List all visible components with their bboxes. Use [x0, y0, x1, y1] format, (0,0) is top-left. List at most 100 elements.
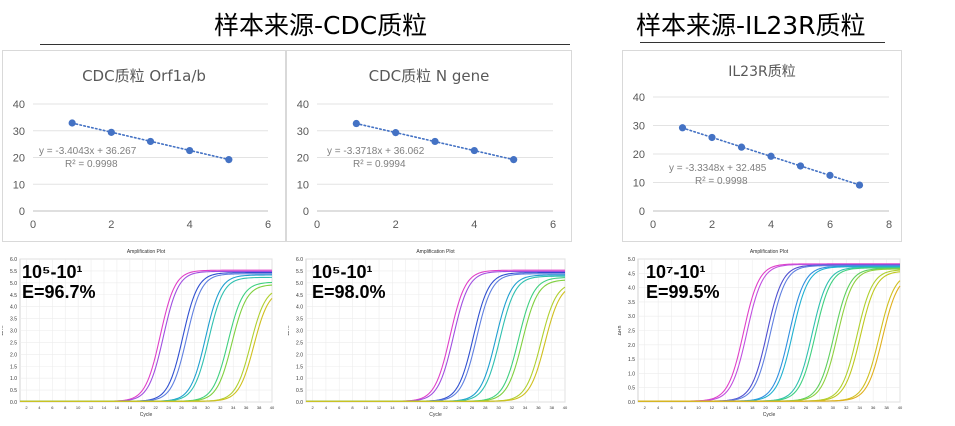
y-tick-label: 3.5: [10, 317, 17, 323]
amp-plot-title: Amplification Plot: [127, 249, 166, 255]
x-tick-label: 14: [723, 405, 728, 410]
trendline-equation: y = -3.3348x + 32.485: [669, 163, 767, 174]
y-tick-label: 4.0: [10, 305, 17, 311]
amp-efficiency-label: E=98.0%: [312, 282, 386, 302]
x-tick-label: 32: [844, 405, 849, 410]
y-tick-label: 2.0: [10, 352, 17, 358]
data-point: [352, 119, 360, 128]
x-tick-label: 18: [750, 405, 755, 410]
x-tick-label: 2: [709, 219, 715, 231]
y-tick-label: 1.5: [628, 357, 635, 363]
x-tick-label: 34: [857, 405, 862, 410]
x-tick-label: 22: [443, 405, 448, 410]
x-tick-label: 26: [470, 405, 475, 410]
x-tick-label: 18: [417, 405, 422, 410]
trendline-r2: R² = 0.9998: [695, 176, 748, 187]
y-tick-label: 30: [297, 126, 309, 138]
y-tick-label: 5.5: [10, 269, 17, 275]
x-tick-label: 40: [563, 405, 568, 410]
x-tick-label: 4: [325, 405, 328, 410]
y-tick-label: 3.0: [628, 314, 635, 320]
amp-plot-ngene: Amplification Plot 0.0 0.5 1.0 1.5 2.0 2.5 3.0 3…: [288, 249, 568, 418]
x-tick-label: 6: [51, 405, 54, 410]
data-point: [431, 137, 439, 146]
x-tick-label: 24: [790, 405, 795, 410]
x-tick-label: 12: [89, 405, 94, 410]
x-tick-label: 2: [108, 219, 114, 231]
group-rule-il23r: [640, 42, 885, 43]
x-axis-label: Cycle: [429, 412, 442, 418]
y-tick-label: 0.5: [10, 388, 17, 394]
std-curve-panel-il23r: IL23R质粒 0 10 20 30 40 0 2 4 6 8 y = -3.3348x + 32.…: [622, 50, 902, 242]
x-tick-label: 30: [496, 405, 501, 410]
x-tick-label: 4: [471, 219, 477, 231]
y-tick-label: 4.5: [628, 271, 635, 277]
amp-range-label: 10⁵-10¹: [312, 262, 373, 282]
y-tick-label: 0: [19, 206, 25, 218]
y-tick-label: 4.0: [296, 305, 303, 311]
x-tick-label: 16: [403, 405, 408, 410]
x-tick-label: 16: [737, 405, 742, 410]
y-tick-label: 3.0: [296, 329, 303, 335]
x-tick-label: 20: [763, 405, 768, 410]
y-tick-label: 0: [639, 206, 645, 218]
x-tick-label: 30: [831, 405, 836, 410]
data-point: [737, 143, 746, 151]
amp-plot-orf1ab: Amplification Plot 0.0 0.5 1.0 1.5 2.0 2.5 3.0 3…: [2, 249, 275, 418]
x-tick-label: 32: [218, 405, 223, 410]
x-tick-label: 0: [314, 219, 320, 231]
y-tick-label: 40: [633, 92, 645, 104]
amp-curve: [306, 291, 566, 402]
y-tick-label: 5.0: [10, 281, 17, 287]
x-tick-label: 38: [549, 405, 554, 410]
x-tick-label: 24: [457, 405, 462, 410]
x-tick-label: 40: [270, 405, 275, 410]
x-tick-label: 6: [827, 219, 833, 231]
y-tick-label: 0: [303, 206, 309, 218]
x-tick-label: 2: [25, 405, 28, 410]
amp-range-label: 10⁵-10¹: [22, 262, 83, 282]
data-point: [796, 162, 805, 170]
data-point: [68, 119, 76, 127]
group-rule-cdc: [40, 44, 570, 45]
chart-title: IL23R质粒: [728, 64, 796, 80]
y-tick-label: 1.0: [628, 371, 635, 377]
x-tick-label: 6: [265, 219, 271, 231]
y-tick-label: 4.5: [10, 293, 17, 299]
x-tick-label: 26: [179, 405, 184, 410]
y-tick-label: 20: [13, 153, 25, 165]
x-tick-label: 24: [166, 405, 171, 410]
y-tick-label: 1.0: [10, 376, 17, 382]
y-tick-label: 40: [13, 99, 25, 111]
data-point: [225, 156, 233, 164]
x-tick-label: 38: [257, 405, 262, 410]
y-tick-label: 30: [13, 126, 25, 138]
x-tick-label: 10: [364, 405, 369, 410]
y-tick-label: 5.0: [628, 257, 635, 263]
data-point: [186, 146, 194, 155]
x-tick-label: 28: [192, 405, 197, 410]
x-tick-label: 20: [430, 405, 435, 410]
x-tick-label: 18: [128, 405, 133, 410]
x-tick-label: 14: [102, 405, 107, 410]
trendline-r2: R² = 0.9998: [65, 159, 118, 170]
x-tick-label: 32: [510, 405, 515, 410]
x-tick-label: 4: [38, 405, 41, 410]
x-tick-label: 30: [205, 405, 210, 410]
chart-title: CDC质粒 Orf1a/b: [82, 67, 206, 85]
y-tick-label: 10: [13, 179, 25, 191]
trendline-equation: y = -3.3718x + 36.062: [327, 146, 425, 157]
y-tick-label: 6.0: [296, 257, 303, 263]
y-tick-label: 10: [633, 178, 645, 190]
x-tick-label: 0: [650, 219, 656, 231]
y-tick-label: 0.0: [10, 400, 17, 406]
x-tick-label: 14: [390, 405, 395, 410]
amp-plot-panel-orf1ab: Amplification Plot 0.0 0.5 1.0 1.5 2.0 2.5 3.0 3…: [2, 246, 282, 424]
data-point: [107, 128, 115, 136]
y-tick-label: 3.5: [628, 300, 635, 306]
trendline-r2: R² = 0.9994: [353, 159, 406, 170]
y-tick-label: 40: [297, 99, 309, 111]
x-tick-label: 36: [244, 405, 249, 410]
y-tick-label: 2.5: [10, 340, 17, 346]
y-tick-label: 30: [633, 121, 645, 133]
